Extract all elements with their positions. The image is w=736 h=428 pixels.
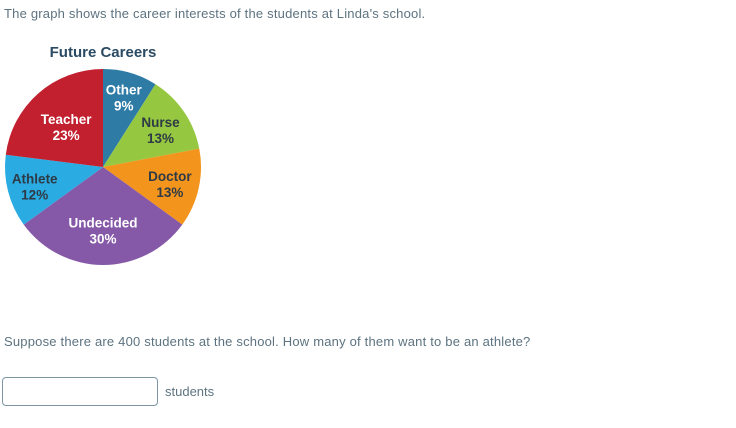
pie-slice-label: Nurse	[141, 115, 180, 130]
answer-row: students	[2, 377, 214, 406]
pie-slice-doctor	[103, 148, 201, 225]
pie-slice-nurse	[103, 84, 200, 167]
future-careers-pie-chart: Future Careers Other 9% Nurse 13% Doctor 13% U…	[0, 44, 206, 270]
pie-slice-teacher	[5, 69, 104, 167]
pie-slice-label: Athlete	[12, 172, 58, 187]
pie-slice-label: 23%	[53, 128, 80, 143]
pie-slice-other	[103, 69, 156, 167]
pie-slice-undecided	[23, 167, 183, 265]
pie-slice-label: Other	[106, 83, 143, 98]
pie-slice-label: 13%	[156, 185, 183, 200]
intro-text: The graph shows the career interests of …	[4, 6, 426, 21]
pie-slice-athlete	[4, 154, 103, 225]
pie-chart-svg: Other9%Nurse13%Doctor13%Undecided30%Athl…	[4, 69, 201, 265]
answer-input[interactable]	[2, 377, 158, 406]
pie-slice-label: 12%	[21, 188, 48, 203]
chart-title: Future Careers	[49, 44, 157, 61]
question-text: Suppose there are 400 students at the sc…	[4, 334, 531, 349]
pie-slice-label: Doctor	[148, 169, 192, 184]
answer-unit-label: students	[165, 384, 215, 399]
pie-slice-label: 9%	[114, 99, 134, 114]
pie-slice-label: Teacher	[41, 112, 93, 127]
pie-slice-label: 30%	[89, 232, 116, 247]
pie-slice-label: Undecided	[68, 216, 137, 231]
pie-slice-label: 13%	[147, 131, 174, 146]
